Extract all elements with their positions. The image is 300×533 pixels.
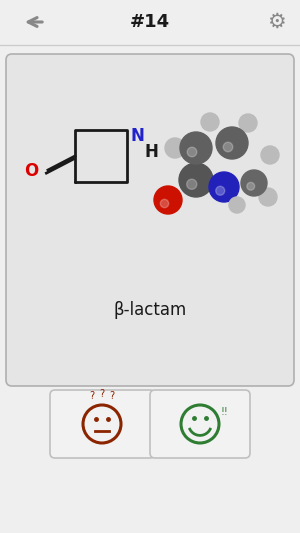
- Circle shape: [259, 188, 277, 206]
- Text: N: N: [130, 127, 144, 145]
- Circle shape: [216, 127, 248, 159]
- Circle shape: [261, 146, 279, 164]
- Text: !!: !!: [221, 407, 229, 417]
- Circle shape: [223, 142, 233, 152]
- Text: H: H: [145, 143, 159, 161]
- Circle shape: [229, 197, 245, 213]
- Circle shape: [160, 199, 169, 208]
- Text: ?: ?: [99, 389, 105, 399]
- Text: #14: #14: [130, 13, 170, 31]
- Circle shape: [216, 186, 225, 195]
- Text: ?: ?: [89, 391, 94, 401]
- Circle shape: [241, 170, 267, 196]
- Text: ⚙: ⚙: [267, 12, 285, 32]
- Text: ?: ?: [110, 391, 115, 401]
- Circle shape: [154, 186, 182, 214]
- Circle shape: [209, 172, 239, 202]
- FancyBboxPatch shape: [50, 390, 155, 458]
- Circle shape: [180, 132, 212, 164]
- Circle shape: [201, 113, 219, 131]
- Text: O: O: [24, 162, 38, 180]
- FancyBboxPatch shape: [150, 390, 250, 458]
- Circle shape: [179, 163, 213, 197]
- Circle shape: [239, 114, 257, 132]
- Circle shape: [247, 182, 255, 190]
- Circle shape: [165, 138, 185, 158]
- FancyBboxPatch shape: [6, 54, 294, 386]
- Text: β-lactam: β-lactam: [113, 301, 187, 319]
- Circle shape: [187, 179, 197, 189]
- Circle shape: [187, 147, 197, 157]
